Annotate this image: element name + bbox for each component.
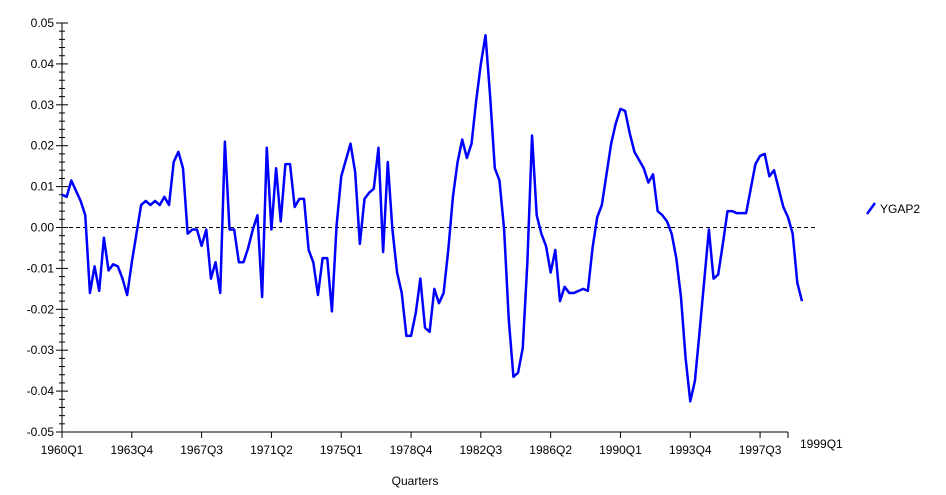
x-tick-label: 1993Q4 xyxy=(669,443,712,457)
y-axis-ticks: 0.05 0.04 0.03 0.02 0.01 0.00 -0.01 -0.02 -0.03 -… xyxy=(27,16,68,439)
y-tick-label: 0.03 xyxy=(31,98,55,112)
legend-swatch-ygap2 xyxy=(865,202,877,215)
x-tick-label: 1967Q3 xyxy=(180,443,223,457)
y-tick-label: -0.04 xyxy=(27,384,55,398)
x-tick-label: 1963Q4 xyxy=(110,443,153,457)
x-tick-label: 1986Q2 xyxy=(529,443,572,457)
x-axis-label: Quarters xyxy=(392,474,439,488)
y-tick-label: -0.01 xyxy=(27,261,55,275)
legend: YGAP2 xyxy=(865,202,920,216)
y-tick-label: 0.05 xyxy=(31,16,55,30)
y-tick-label: -0.05 xyxy=(27,425,55,439)
x-axis-ticks: 1960Q1 1963Q4 1967Q3 1971Q2 1975Q1 1978Q4 1982… xyxy=(41,432,843,457)
y-tick-label: -0.03 xyxy=(27,343,55,357)
y-tick-label: 0.01 xyxy=(31,180,55,194)
y-tick-label: -0.02 xyxy=(27,302,55,316)
y-tick-label: 0.04 xyxy=(31,57,55,71)
x-tick-label: 1978Q4 xyxy=(390,443,433,457)
x-tick-label: 1997Q3 xyxy=(739,443,782,457)
y-tick-label: 0.02 xyxy=(31,139,55,153)
x-tick-label: 1982Q3 xyxy=(459,443,502,457)
x-tick-label: 1990Q1 xyxy=(599,443,642,457)
x-tick-label: 1999Q1 xyxy=(800,437,843,451)
x-tick-label: 1960Q1 xyxy=(41,443,84,457)
legend-label-ygap2: YGAP2 xyxy=(880,202,920,216)
x-tick-label: 1975Q1 xyxy=(320,443,363,457)
series-line-ygap2 xyxy=(61,34,804,403)
y-tick-label: 0.00 xyxy=(31,221,55,235)
x-tick-label: 1971Q2 xyxy=(250,443,293,457)
